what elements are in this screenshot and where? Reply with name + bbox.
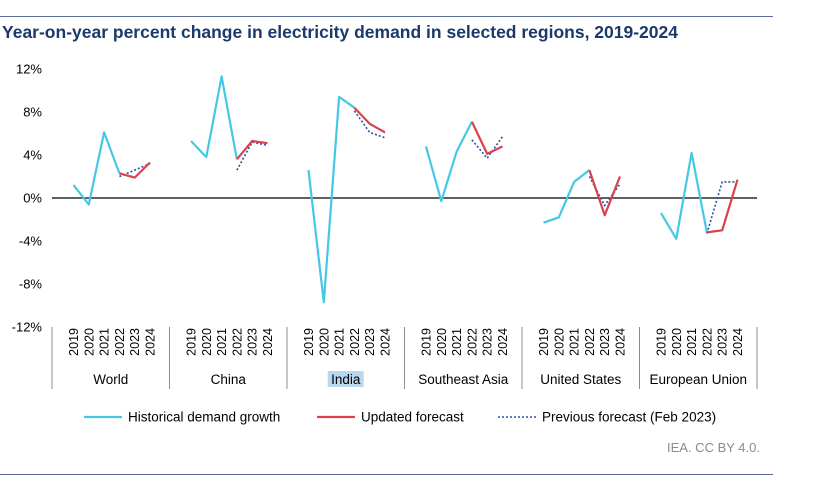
x-tick-label: 2021 [333, 328, 347, 356]
y-tick-label: -12% [12, 320, 43, 335]
legend-updated-label: Updated forecast [361, 410, 464, 425]
x-tick-label: 2022 [583, 328, 597, 356]
x-tick-label: 2019 [302, 328, 316, 356]
x-tick-label: 2022 [465, 328, 479, 356]
x-tick-label: 2023 [598, 328, 612, 356]
credit-text: IEA. CC BY 4.0. [667, 440, 760, 455]
x-tick-label: 2019 [537, 328, 551, 356]
x-tick-label: 2022 [113, 328, 127, 356]
previous-forecast-line-china [236, 141, 268, 171]
x-tick-label: 2023 [481, 328, 495, 356]
previous-forecast-line-southeast-asia [471, 136, 504, 160]
label-highlight [327, 371, 364, 387]
x-tick-label: 2023 [128, 328, 142, 356]
group-label: European Union [649, 372, 747, 387]
legend-historical-label: Historical demand growth [128, 410, 280, 425]
x-tick-label: 2024 [496, 328, 510, 356]
updated-forecast-line-world [119, 161, 151, 179]
previous-forecast-line-united-states [588, 176, 621, 208]
historical-line-china [190, 75, 238, 160]
x-tick-label: 2021 [568, 328, 582, 356]
historical-line-european-union [660, 151, 708, 240]
historical-line-southeast-asia [424, 121, 473, 203]
x-tick-label: 2020 [200, 328, 214, 356]
historical-line-world [72, 131, 121, 206]
x-tick-label: 2020 [670, 328, 684, 356]
group-label: United States [540, 372, 621, 387]
y-tick-label: 8% [23, 105, 42, 120]
updated-forecast-line-southeast-asia [470, 121, 503, 155]
x-tick-label: 2021 [215, 328, 229, 356]
updated-forecast-line-india [353, 106, 386, 134]
x-tick-label: 2022 [700, 328, 714, 356]
updated-forecast-line-china [236, 139, 268, 161]
updated-forecast-line-united-states [588, 169, 622, 217]
y-tick-label: -4% [19, 234, 43, 249]
updated-forecast-line-european-union [706, 179, 739, 234]
x-tick-label: 2022 [348, 328, 362, 356]
historical-line-india [307, 95, 356, 304]
y-tick-label: 0% [23, 191, 42, 206]
x-tick-label: 2020 [552, 328, 566, 356]
x-tick-label: 2020 [435, 328, 449, 356]
previous-forecast-line-india [353, 110, 386, 139]
x-tick-label: 2023 [716, 328, 730, 356]
x-tick-label: 2019 [655, 328, 669, 356]
legend-previous-label: Previous forecast (Feb 2023) [542, 410, 716, 425]
chart-title: Year-on-year percent change in electrici… [2, 22, 678, 42]
x-tick-label: 2023 [246, 328, 260, 356]
top-rule [0, 16, 773, 17]
x-tick-label: 2024 [144, 328, 158, 356]
x-tick-label: 2021 [98, 328, 112, 356]
group-label: Southeast Asia [418, 372, 509, 387]
group-label: India [331, 372, 361, 387]
previous-forecast-line-european-union [706, 181, 738, 234]
x-tick-label: 2020 [82, 328, 96, 356]
y-tick-label: 12% [16, 62, 42, 77]
x-tick-label: 2023 [363, 328, 377, 356]
x-tick-label: 2019 [67, 328, 81, 356]
x-tick-label: 2021 [685, 328, 699, 356]
x-tick-label: 2024 [731, 328, 745, 356]
bottom-rule [0, 474, 773, 475]
x-tick-label: 2021 [450, 328, 464, 356]
historical-line-united-states [543, 169, 591, 224]
group-label: China [211, 372, 247, 387]
y-tick-label: 4% [23, 148, 42, 163]
x-tick-label: 2019 [185, 328, 199, 356]
x-tick-label: 2020 [317, 328, 331, 356]
x-tick-label: 2022 [230, 328, 244, 356]
group-label: World [93, 372, 128, 387]
x-tick-label: 2024 [261, 328, 275, 356]
x-tick-label: 2019 [420, 328, 434, 356]
y-tick-label: -8% [19, 277, 43, 292]
x-tick-label: 2024 [614, 328, 628, 356]
x-tick-label: 2024 [379, 328, 393, 356]
